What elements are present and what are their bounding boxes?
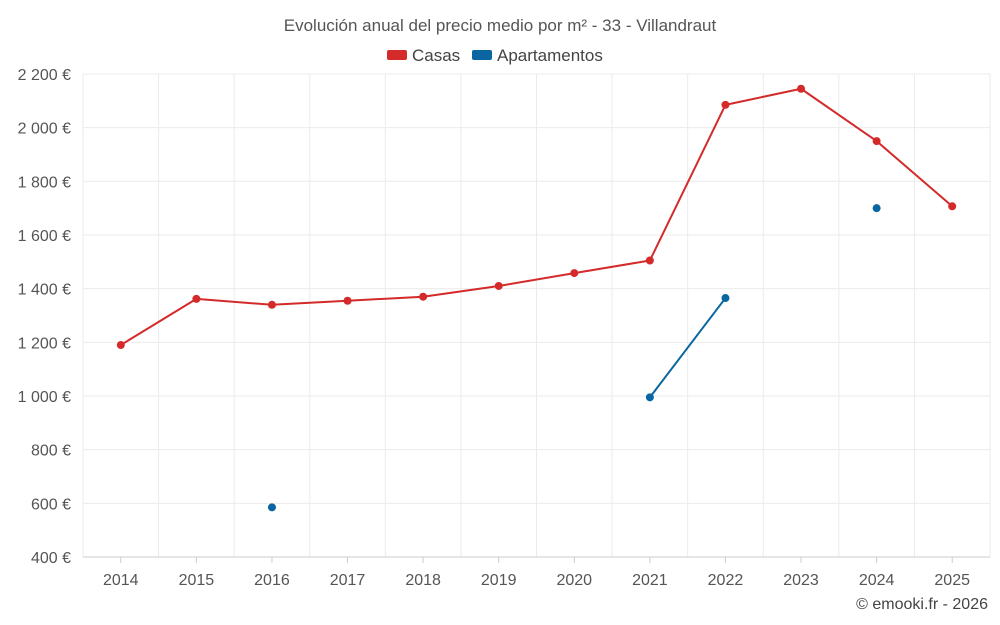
- data-point-casas[interactable]: [419, 292, 428, 301]
- data-point-casas[interactable]: [343, 296, 352, 305]
- grid: [82, 73, 991, 557]
- y-tick-label: 1 600 €: [18, 228, 71, 245]
- x-tick-label: 2023: [783, 572, 819, 589]
- legend-label-casas: Casas: [412, 46, 460, 65]
- x-tick-label: 2015: [179, 572, 215, 589]
- x-tick-label: 2021: [632, 572, 668, 589]
- y-tick-label: 400 €: [31, 550, 71, 567]
- x-tick-label: 2017: [330, 572, 366, 589]
- y-tick-label: 600 €: [31, 496, 71, 513]
- y-tick-label: 800 €: [31, 443, 71, 460]
- data-point-casas[interactable]: [872, 137, 881, 146]
- series-apartamentos: [267, 204, 881, 512]
- y-tick-label: 2 000 €: [18, 121, 71, 138]
- y-tick-label: 1 000 €: [18, 389, 71, 406]
- x-tick-label: 2016: [254, 572, 290, 589]
- x-tick-label: 2024: [859, 572, 895, 589]
- legend: Casas Apartamentos: [387, 46, 603, 65]
- data-point-apartamentos[interactable]: [721, 294, 730, 303]
- y-tick-label: 1 400 €: [18, 282, 71, 299]
- axes: 400 € 600 € 800 € 1 000 € 1 200 € 1 400 € 1 60…: [18, 67, 990, 589]
- series: [116, 84, 957, 512]
- legend-swatch-casas: [387, 50, 407, 60]
- data-point-casas[interactable]: [948, 202, 957, 211]
- data-point-apartamentos[interactable]: [645, 393, 654, 402]
- y-tick-label: 1 800 €: [18, 174, 71, 191]
- series-line-casas: [120, 87, 953, 346]
- series-casas: [116, 84, 957, 350]
- x-tick-label: 2018: [405, 572, 441, 589]
- x-tick-label: 2014: [103, 572, 139, 589]
- y-tick-label: 2 200 €: [18, 67, 71, 84]
- chart-title: Evolución anual del precio medio por m² …: [284, 16, 717, 35]
- legend-item-apartamentos[interactable]: Apartamentos: [472, 46, 603, 65]
- data-point-apartamentos[interactable]: [267, 503, 276, 512]
- x-tick-label: 2020: [556, 572, 592, 589]
- legend-label-apartamentos: Apartamentos: [497, 46, 603, 65]
- data-point-casas[interactable]: [797, 84, 806, 93]
- legend-item-casas[interactable]: Casas: [387, 46, 460, 65]
- data-point-casas[interactable]: [267, 300, 276, 309]
- data-point-casas[interactable]: [721, 100, 730, 109]
- series-line-apartamentos: [649, 297, 727, 398]
- data-point-apartamentos[interactable]: [872, 204, 881, 213]
- data-point-casas[interactable]: [192, 294, 201, 303]
- legend-swatch-apartamentos: [472, 50, 492, 60]
- x-tick-label: 2025: [934, 572, 970, 589]
- data-point-casas[interactable]: [494, 281, 503, 290]
- x-tick-label: 2019: [481, 572, 517, 589]
- data-point-casas[interactable]: [645, 256, 654, 265]
- x-tick-label: 2022: [708, 572, 744, 589]
- y-tick-label: 1 200 €: [18, 335, 71, 352]
- data-point-casas[interactable]: [570, 269, 579, 278]
- credit-text: © emooki.fr - 2026: [856, 596, 988, 613]
- data-point-casas[interactable]: [116, 341, 125, 350]
